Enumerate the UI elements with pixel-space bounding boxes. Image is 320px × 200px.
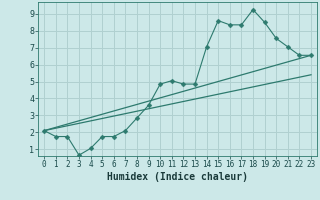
- X-axis label: Humidex (Indice chaleur): Humidex (Indice chaleur): [107, 172, 248, 182]
